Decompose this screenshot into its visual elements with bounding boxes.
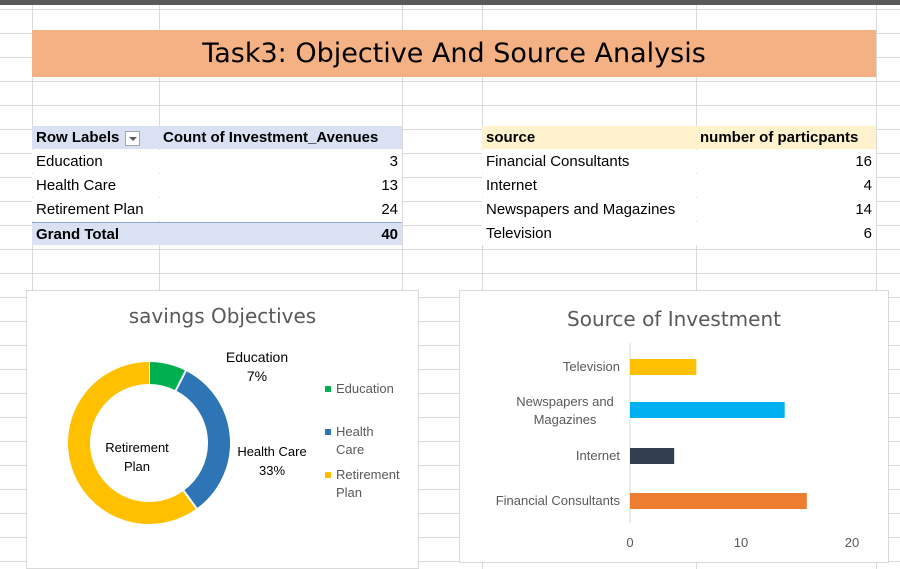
legend-label: Plan — [336, 485, 363, 500]
window-top-bar — [0, 0, 900, 5]
pivot-total-value[interactable]: 40 — [159, 222, 402, 245]
category-label-line: Magazines — [533, 412, 597, 427]
data-label-name: Plan — [123, 459, 151, 474]
pivot-row-label[interactable]: Education — [32, 150, 159, 173]
chart-title: savings Objectives — [128, 304, 317, 328]
page-title: Task3: Objective And Source Analysis — [32, 30, 876, 77]
data-label-name: Health Care — [237, 444, 307, 459]
bar-television[interactable] — [630, 359, 697, 375]
category-label-newspapers: Newspapers and Magazines — [510, 393, 620, 429]
slice-separator — [182, 490, 198, 510]
slice-education[interactable] — [148, 362, 186, 391]
source-row-value[interactable]: 14 — [696, 198, 876, 221]
chart-title: Source of Investment — [567, 307, 781, 331]
pivot-row-label[interactable]: Retirement Plan — [32, 198, 159, 221]
y-axis-labels: Television Newspapers and Magazines Inte… — [460, 291, 620, 561]
slice-retirement-plan[interactable] — [68, 362, 197, 524]
column-divider — [876, 5, 877, 569]
savings-objectives-chart[interactable]: savings Objectives Education 7% Health C… — [26, 290, 419, 569]
pivot-header-count[interactable]: Count of Investment_Avenues — [159, 126, 402, 149]
data-label-education: Education 7% — [207, 348, 307, 386]
legend-swatch — [325, 386, 331, 392]
column-divider — [32, 5, 33, 569]
column-divider — [402, 5, 403, 569]
pivot-row-value[interactable]: 3 — [159, 150, 402, 173]
source-header-count[interactable]: number of particpants — [696, 126, 876, 149]
category-label-internet: Internet — [575, 448, 620, 463]
source-row-value[interactable]: 4 — [696, 174, 876, 197]
pivot-row-label[interactable]: Health Care — [32, 174, 159, 197]
category-label-line: Newspapers and — [516, 394, 614, 409]
column-divider — [482, 5, 483, 569]
bar-internet[interactable] — [630, 448, 675, 464]
bar-newspapers-and-magazines[interactable] — [630, 402, 785, 418]
bar-financial-consultants[interactable] — [630, 493, 807, 509]
bar-plot — [629, 343, 807, 523]
data-label-name: Education — [225, 349, 289, 365]
legend-label: Education — [336, 381, 394, 396]
pivot-row-value[interactable]: 24 — [159, 198, 402, 221]
category-label-television: Television — [562, 359, 620, 374]
category-label-financial: Financial Consultants — [495, 493, 620, 508]
data-label-percent: 33% — [258, 463, 286, 478]
data-label-retirement: Retirement Plan — [87, 438, 187, 476]
pivot-row-value[interactable]: 13 — [159, 174, 402, 197]
x-tick-label: 10 — [733, 535, 749, 550]
source-row-label[interactable]: Television — [482, 222, 696, 245]
pivot-header-row-labels[interactable]: Row Labels — [32, 126, 159, 149]
legend-swatch — [325, 429, 331, 435]
data-label-name: Retirement — [105, 440, 169, 455]
source-row-value[interactable]: 6 — [696, 222, 876, 245]
x-tick-label: 20 — [844, 535, 860, 550]
column-divider — [696, 5, 697, 569]
source-row-label[interactable]: Financial Consultants — [482, 150, 696, 173]
legend-label: Health Care — [336, 424, 374, 457]
slice-separator — [174, 370, 187, 391]
data-label-health-care: Health Care 33% — [222, 442, 322, 480]
data-label-percent: 7% — [246, 368, 268, 384]
doughnut-plot — [68, 362, 230, 524]
source-row-label[interactable]: Newspapers and Magazines — [482, 198, 696, 221]
x-tick-label: 0 — [626, 535, 634, 550]
slice-health-care[interactable] — [175, 370, 230, 509]
column-divider — [159, 5, 160, 569]
legend-swatch — [325, 472, 331, 478]
pivot-header-label: Row Labels — [36, 129, 120, 146]
legend-label: Retirement — [336, 467, 400, 482]
source-of-investment-chart[interactable]: Source of Investment Television Newspape… — [459, 290, 889, 563]
source-header-source[interactable]: source — [482, 126, 696, 149]
source-row-label[interactable]: Internet — [482, 174, 696, 197]
filter-dropdown-icon[interactable] — [125, 130, 141, 146]
pivot-total-label[interactable]: Grand Total — [32, 222, 159, 245]
source-row-value[interactable]: 16 — [696, 150, 876, 173]
